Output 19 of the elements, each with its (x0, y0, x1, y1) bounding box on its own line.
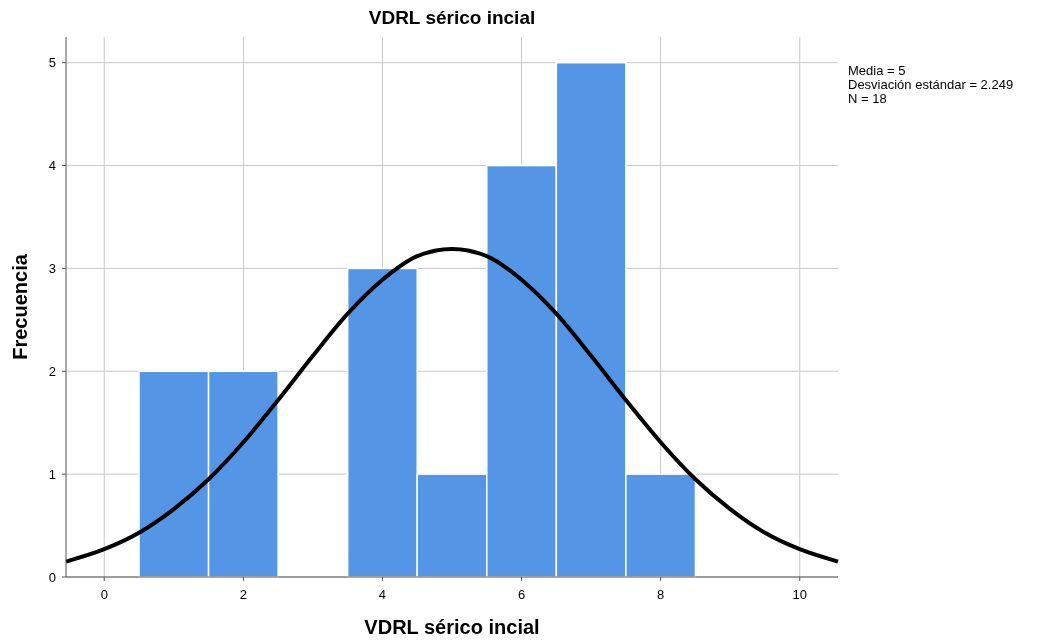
y-tick-label: 3 (48, 260, 56, 276)
text: Desviación estándar = 2.249 (848, 77, 1014, 92)
y-axis-title: Frecuencia (9, 253, 31, 360)
chart-title: VDRL sérico incial (368, 7, 536, 28)
text: Media = 5 (848, 63, 906, 78)
y-tick-label: 2 (48, 363, 56, 379)
x-tick-label: 4 (378, 587, 387, 602)
x-tick-label: 2 (239, 587, 247, 602)
x-tick-label: 10 (792, 587, 807, 602)
x-tick-label: 8 (657, 587, 665, 602)
y-tick-label: 0 (48, 569, 56, 585)
line-series (64, 246, 840, 564)
y-tick-label: 1 (48, 466, 56, 482)
x-tick-label: 0 (100, 587, 108, 602)
x-axis-title: VDRL sérico incial (364, 616, 540, 638)
y-tick-label: 4 (48, 158, 56, 174)
x-tick-label: 6 (517, 587, 526, 602)
y-tick-label: 5 (48, 55, 56, 71)
text: N = 18 (848, 91, 887, 106)
